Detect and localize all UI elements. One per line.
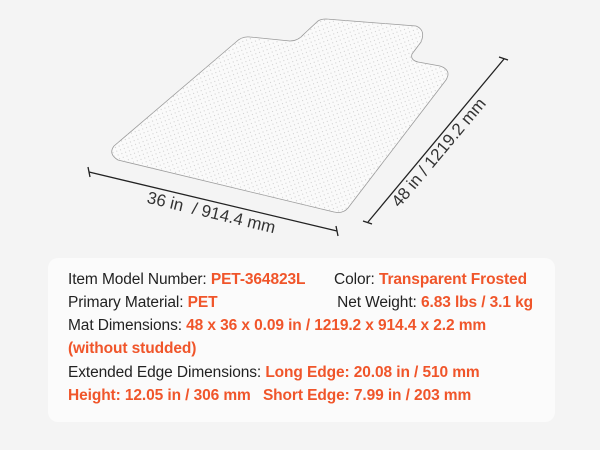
material-label: Primary Material: [68, 294, 184, 311]
spec-color: Color: Transparent Frosted [334, 271, 527, 289]
height-value: Height: 12.05 in / 306 mm [68, 387, 251, 404]
material-value: PET [187, 294, 218, 311]
model-label: Item Model Number: [68, 271, 207, 288]
length-dimension-line [362, 56, 509, 225]
weight-label: Net Weight: [337, 294, 417, 311]
weight-value: 6.83 lbs / 3.1 kg [420, 294, 533, 311]
spec-model: Item Model Number: PET-364823L [68, 271, 305, 289]
width-dimension-line [87, 166, 339, 237]
mat-dimensions-value: 48 x 36 x 0.09 in / 1219.2 x 914.4 x 2.2… [186, 317, 487, 334]
mat-dimensions-note: (without studded) [68, 340, 197, 357]
mat-dimensions-label: Mat Dimensions: [68, 317, 182, 334]
model-value: PET-364823L [210, 271, 306, 288]
short-edge-value: Short Edge: 7.99 in / 203 mm [262, 387, 472, 404]
color-label: Color: [334, 271, 375, 288]
long-edge-value: Long Edge: 20.08 in / 510 mm [265, 364, 480, 381]
extended-label: Extended Edge Dimensions: [68, 364, 262, 381]
spec-extended-edge: Extended Edge Dimensions: Long Edge: 20.… [68, 364, 480, 382]
spec-card: Item Model Number: PET-364823L Color: Tr… [48, 258, 555, 422]
spec-mat-dimensions: Mat Dimensions: 48 x 36 x 0.09 in / 1219… [68, 317, 486, 335]
spec-material: Primary Material: PET [68, 294, 218, 312]
chair-mat-illustration: 36 in / 914.4 mm 48 in / 1219.2 mm [87, 18, 509, 237]
spec-extended-edge-2: Height: 12.05 in / 306 mm Short Edge: 7.… [68, 387, 471, 405]
color-value: Transparent Frosted [378, 271, 527, 288]
spec-weight: Net Weight: 6.83 lbs / 3.1 kg [337, 294, 533, 312]
